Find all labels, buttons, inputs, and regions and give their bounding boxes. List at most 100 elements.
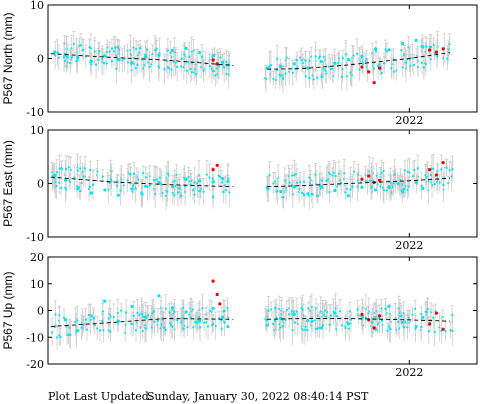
noise-point (325, 315, 328, 318)
noise-point (328, 173, 332, 176)
noise-point (193, 193, 196, 196)
noise-point (74, 320, 77, 324)
data-point-cyan (346, 57, 351, 62)
noise-point (287, 174, 290, 178)
noise-point (146, 314, 150, 317)
noise-point (429, 173, 433, 177)
data-point-red (377, 178, 382, 182)
noise-point (352, 170, 356, 173)
noise-point (69, 61, 72, 64)
noise-point (220, 181, 224, 184)
noise-point (438, 181, 441, 184)
noise-point (144, 176, 147, 179)
noise-point (163, 326, 166, 330)
noise-point (224, 189, 228, 192)
noise-point (174, 61, 177, 64)
data-point-cyan (103, 54, 107, 58)
noise-point (183, 53, 186, 56)
noise-point (319, 55, 322, 58)
noise-point (60, 166, 63, 170)
noise-point (316, 327, 319, 330)
noise-point (322, 67, 325, 70)
y-tick-label: 0 (37, 178, 44, 191)
noise-point (392, 182, 395, 185)
data-point-red (211, 167, 215, 172)
noise-point (338, 179, 342, 182)
noise-point (283, 179, 286, 182)
noise-point (180, 320, 183, 323)
noise-point (210, 323, 214, 327)
noise-point (374, 315, 377, 319)
noise-point (138, 51, 141, 54)
noise-point (357, 173, 360, 176)
noise-point (272, 77, 275, 81)
noise-point (164, 328, 167, 332)
data-point-cyan (333, 311, 337, 315)
noise-point (447, 181, 450, 185)
noise-point (267, 309, 270, 312)
data-point-cyan (116, 57, 120, 62)
data-point-cyan (130, 187, 134, 191)
noise-point (403, 187, 406, 191)
noise-point (228, 191, 231, 194)
noise-point (281, 196, 284, 199)
data-point-cyan (89, 191, 93, 195)
noise-point (326, 178, 329, 181)
noise-point (66, 56, 70, 59)
noise-point (173, 310, 176, 314)
noise-point (188, 55, 191, 58)
noise-point (295, 181, 299, 184)
noise-point (182, 327, 185, 330)
noise-point (121, 59, 124, 62)
noise-point (225, 72, 228, 75)
noise-point (195, 182, 199, 185)
noise-point (79, 190, 82, 193)
noise-point (438, 326, 441, 329)
noise-point (295, 58, 299, 62)
noise-point (343, 172, 346, 175)
noise-point (150, 63, 153, 66)
noise-point (142, 172, 145, 175)
noise-point (164, 307, 167, 310)
noise-point (62, 316, 66, 319)
noise-point (208, 65, 211, 68)
noise-point (192, 49, 195, 52)
noise-point (101, 310, 104, 313)
noise-point (189, 316, 192, 319)
noise-point (96, 170, 99, 173)
data-point-cyan (279, 64, 283, 69)
noise-point (288, 70, 291, 73)
noise-point (161, 191, 164, 195)
noise-point (364, 180, 367, 183)
noise-point (156, 319, 160, 322)
noise-point (400, 49, 403, 52)
data-point-red (428, 322, 432, 326)
noise-point (192, 326, 195, 329)
data-point-cyan (306, 66, 310, 70)
noise-point (211, 196, 214, 199)
data-point-cyan (184, 177, 188, 181)
noise-point (279, 326, 282, 329)
noise-point (181, 316, 184, 320)
noise-point (385, 312, 388, 315)
noise-point (301, 61, 305, 65)
noise-point (129, 53, 132, 56)
noise-point (348, 327, 351, 330)
noise-point (318, 57, 321, 60)
noise-point (166, 66, 169, 69)
noise-point (136, 63, 139, 67)
noise-point (420, 61, 424, 64)
data-point-cyan (279, 316, 283, 321)
noise-point (288, 181, 291, 184)
noise-point (345, 75, 348, 78)
data-point-cyan (400, 320, 405, 325)
noise-point (100, 58, 104, 61)
noise-point (406, 170, 409, 173)
noise-point (197, 189, 201, 193)
data-point-cyan (76, 187, 80, 191)
noise-point (142, 315, 145, 318)
noise-point (424, 310, 427, 314)
noise-point (446, 57, 449, 60)
noise-point (120, 309, 123, 312)
